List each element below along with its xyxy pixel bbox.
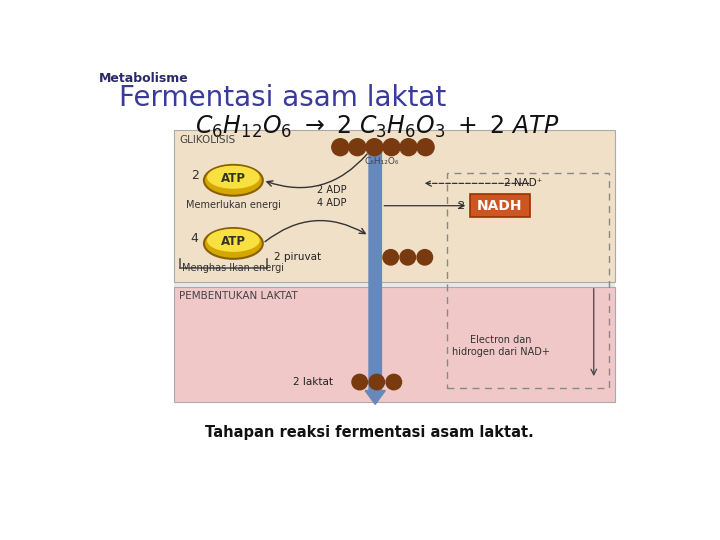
Text: 2: 2 bbox=[457, 201, 464, 211]
Circle shape bbox=[417, 139, 434, 156]
Ellipse shape bbox=[204, 228, 263, 259]
Text: 2 laktat: 2 laktat bbox=[292, 377, 333, 387]
Circle shape bbox=[383, 139, 400, 156]
Text: Menghas lkan energi: Menghas lkan energi bbox=[182, 264, 284, 273]
Text: ATP: ATP bbox=[221, 172, 246, 185]
Text: 4 ADP: 4 ADP bbox=[317, 198, 346, 207]
Text: 2 piruvat: 2 piruvat bbox=[274, 252, 321, 262]
Text: 2 ADP: 2 ADP bbox=[317, 185, 347, 195]
Circle shape bbox=[400, 139, 417, 156]
Text: Memerlukan energi: Memerlukan energi bbox=[186, 200, 281, 210]
Circle shape bbox=[366, 139, 383, 156]
Circle shape bbox=[349, 139, 366, 156]
Text: Fermentasi asam laktat: Fermentasi asam laktat bbox=[120, 84, 446, 112]
Bar bbox=[174, 282, 616, 287]
Ellipse shape bbox=[207, 229, 260, 252]
Circle shape bbox=[369, 374, 384, 390]
Circle shape bbox=[332, 139, 349, 156]
Circle shape bbox=[417, 249, 433, 265]
Text: ATP: ATP bbox=[221, 235, 246, 248]
Text: 2: 2 bbox=[191, 169, 199, 182]
Text: Tahapan reaksi fermentasi asam laktat.: Tahapan reaksi fermentasi asam laktat. bbox=[204, 425, 534, 440]
Text: $C_6H_{12}O_6\ \rightarrow\ 2\ C_3H_6O_3\ +\ 2\ ATP$: $C_6H_{12}O_6\ \rightarrow\ 2\ C_3H_6O_3… bbox=[194, 114, 559, 140]
Ellipse shape bbox=[207, 166, 260, 189]
Text: C₆H₁₂O₆: C₆H₁₂O₆ bbox=[364, 157, 399, 166]
Text: GLIKOLISIS: GLIKOLISIS bbox=[179, 135, 235, 145]
Bar bbox=[174, 130, 616, 282]
Circle shape bbox=[386, 374, 402, 390]
FancyArrow shape bbox=[365, 142, 385, 404]
Bar bbox=[469, 194, 530, 217]
Text: Metabolisme: Metabolisme bbox=[99, 72, 189, 85]
Text: PEMBENTUKAN LAKTAT: PEMBENTUKAN LAKTAT bbox=[179, 291, 298, 301]
Bar bbox=[446, 173, 609, 388]
Bar bbox=[174, 287, 616, 402]
Circle shape bbox=[352, 374, 367, 390]
Ellipse shape bbox=[204, 165, 263, 195]
Circle shape bbox=[400, 249, 415, 265]
Circle shape bbox=[383, 249, 398, 265]
Text: Electron dan
hidrogen dari NAD+: Electron dan hidrogen dari NAD+ bbox=[452, 335, 549, 356]
Text: 2 NAD⁺: 2 NAD⁺ bbox=[504, 178, 542, 188]
Text: 4: 4 bbox=[191, 232, 199, 245]
Text: NADH: NADH bbox=[477, 199, 523, 213]
